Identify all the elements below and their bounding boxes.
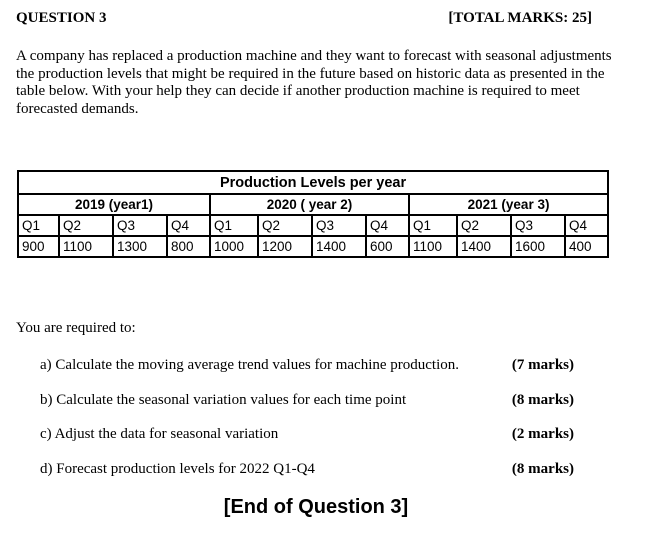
task-item: a) Calculate the moving average trend va… — [40, 357, 580, 392]
task-marks: (8 marks) — [511, 460, 574, 477]
production-table: Production Levels per year 2019 (year1) … — [16, 170, 610, 258]
task-item: b) Calculate the seasonal variation valu… — [40, 392, 580, 427]
production-value: 1200 — [257, 235, 313, 258]
task-marks: (2 marks) — [511, 426, 574, 442]
production-value: 1600 — [510, 235, 566, 258]
task-list: a) Calculate the moving average trend va… — [40, 357, 580, 495]
quarter-header: Q3 — [112, 214, 168, 237]
task-item: d) Forecast production levels for 2022 Q… — [40, 461, 580, 496]
quarter-header: Q2 — [58, 214, 114, 237]
production-value: 1000 — [209, 235, 259, 258]
task-item: c) Adjust the data for seasonal variatio… — [40, 426, 580, 461]
task-label: c) Adjust the data for seasonal variatio… — [40, 426, 279, 442]
quarter-header: Q4 — [166, 214, 211, 237]
production-value: 800 — [166, 235, 211, 258]
required-intro: You are required to: — [16, 320, 136, 336]
quarter-header: Q1 — [209, 214, 259, 237]
task-marks: (7 marks) — [511, 357, 574, 373]
task-label: b) Calculate the seasonal variation valu… — [40, 391, 407, 408]
values-row: 900 1100 1300 800 1000 1200 1400 600 110… — [17, 235, 610, 258]
total-marks: [TOTAL MARKS: 25] — [448, 10, 592, 26]
quarter-header: Q4 — [365, 214, 410, 237]
production-value: 1300 — [112, 235, 168, 258]
table-title: Production Levels per year — [16, 170, 610, 195]
quarter-header: Q1 — [17, 214, 60, 237]
production-value: 1100 — [408, 235, 458, 258]
year-header: 2019 (year1) — [17, 193, 211, 216]
production-value: 900 — [17, 235, 60, 258]
production-value: 1400 — [311, 235, 367, 258]
year-header: 2020 ( year 2) — [209, 193, 410, 216]
production-value: 400 — [563, 235, 610, 258]
question-title: QUESTION 3 — [16, 10, 107, 26]
production-value: 600 — [365, 235, 410, 258]
table-title-row: Production Levels per year — [16, 170, 610, 195]
year-header: 2021 (year 3) — [407, 193, 610, 216]
quarter-header: Q1 — [408, 214, 458, 237]
production-value: 1100 — [58, 235, 114, 258]
quarter-header: Q3 — [510, 214, 566, 237]
end-of-question: [End of Question 3] — [223, 496, 409, 518]
quarter-header: Q3 — [311, 214, 367, 237]
question-intro: A company has replaced a production mach… — [16, 48, 612, 117]
year-header-row: 2019 (year1) 2020 ( year 2) 2021 (year 3… — [17, 193, 610, 216]
quarter-header: Q2 — [257, 214, 313, 237]
task-label: d) Forecast production levels for 2022 Q… — [40, 460, 315, 477]
quarter-header: Q2 — [456, 214, 512, 237]
quarter-header: Q4 — [563, 214, 610, 237]
task-marks: (8 marks) — [511, 391, 574, 408]
task-label: a) Calculate the moving average trend va… — [40, 357, 460, 373]
production-value: 1400 — [456, 235, 512, 258]
quarter-header-row: Q1 Q2 Q3 Q4 Q1 Q2 Q3 Q4 Q1 Q2 Q3 Q4 — [17, 214, 610, 237]
